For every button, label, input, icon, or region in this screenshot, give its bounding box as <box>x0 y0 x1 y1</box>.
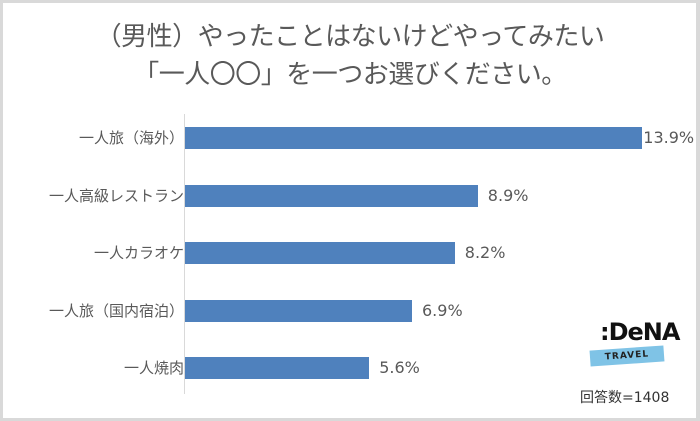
chart-title-line2: 「一人〇〇」を一つお選びください。 <box>133 60 567 90</box>
bar <box>185 300 412 322</box>
value-label: 6.9% <box>422 301 463 320</box>
chart-frame <box>3 3 696 418</box>
value-label: 13.9% <box>643 128 695 147</box>
category-label: 一人高級レストラン <box>48 187 184 205</box>
category-label: 一人旅（海外） <box>78 129 184 147</box>
category-label: 一人旅（国内宿泊） <box>48 302 184 320</box>
logo-sub: TRAVEL <box>589 345 665 367</box>
dena-travel-logo: :DeNA TRAVEL <box>589 318 680 370</box>
chart-title-line1: （男性）やったことはないけどやってみたい <box>95 22 605 52</box>
category-label: 一人焼肉 <box>123 359 184 377</box>
respondent-count: 回答数=1408 <box>580 390 670 406</box>
category-axis <box>184 114 185 394</box>
category-label: 一人カラオケ <box>93 244 184 262</box>
bar <box>185 357 370 379</box>
value-label: 5.6% <box>379 358 420 377</box>
value-label: 8.9% <box>487 186 529 205</box>
value-label: 8.2% <box>464 243 506 262</box>
bar <box>185 127 643 149</box>
logo-brand: :DeNA <box>600 318 680 346</box>
bar <box>185 242 455 264</box>
bar <box>185 185 478 207</box>
